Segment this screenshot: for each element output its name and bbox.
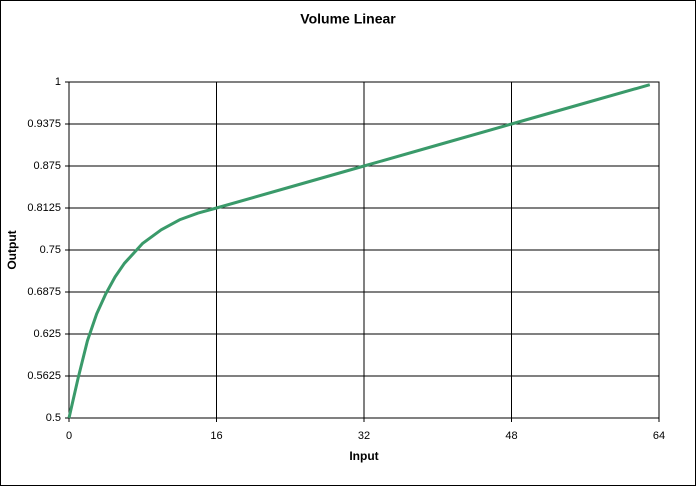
plot-border (68, 81, 660, 419)
x-axis-label: Input (349, 449, 378, 463)
x-tick-label: 48 (505, 430, 517, 442)
x-tick-label: 16 (210, 430, 222, 442)
y-tick-label: 0.875 (33, 160, 61, 172)
y-tick-label: 0.9375 (27, 118, 61, 130)
x-tick-label: 64 (653, 430, 665, 442)
y-tick-label: 0.5625 (27, 370, 61, 382)
chart-title: Volume Linear (300, 11, 396, 27)
x-tick-label: 0 (66, 430, 72, 442)
y-tick-label: 0.6875 (27, 286, 61, 298)
line (67, 83, 651, 419)
y-axis-label: Output (5, 230, 19, 269)
y-tick-label: 1 (55, 76, 61, 88)
y-tick-label: 0.5 (46, 412, 61, 424)
x-tick-label: 32 (358, 430, 370, 442)
y-tick-label: 0.625 (33, 328, 61, 340)
y-tick-label: 0.8125 (27, 202, 61, 214)
y-tick-label: 0.75 (40, 244, 61, 256)
